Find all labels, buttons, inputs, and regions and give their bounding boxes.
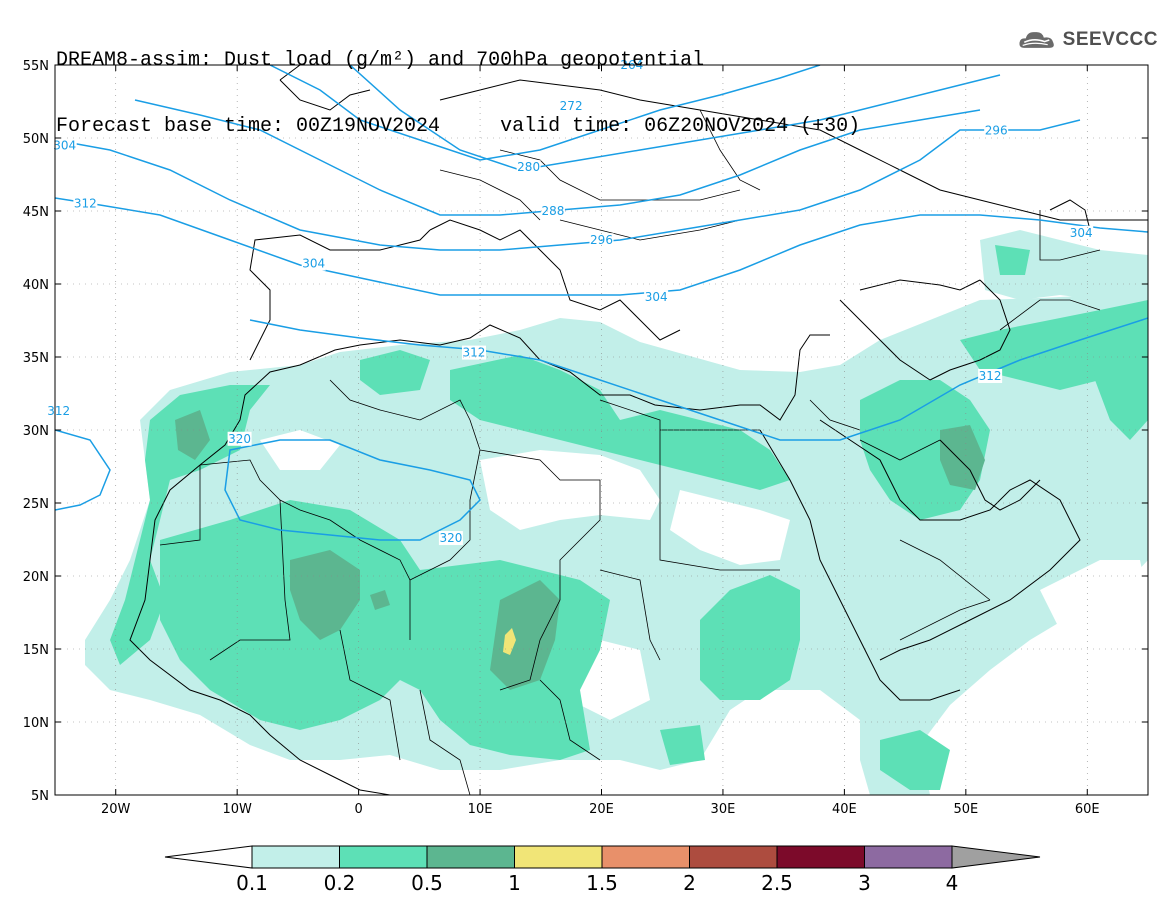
contour-label: 304: [645, 290, 668, 304]
contour-label-bg: [438, 531, 463, 546]
contour-label: 312: [979, 369, 1002, 383]
colorbar-box: [601, 845, 690, 869]
lon-label: 30E: [711, 802, 736, 817]
contour-label: 272: [560, 99, 583, 113]
contour-label: 296: [590, 233, 613, 247]
cloud-logo-icon: [1019, 32, 1054, 48]
contour-label-bg: [461, 345, 486, 360]
dust-shade-high: [503, 628, 516, 655]
lon-label: 10E: [468, 802, 493, 817]
colorbar: 0.1 0.2 0.5 1 1.5 2 2.5 3 4: [164, 845, 1041, 895]
colorbar-over-triangle: [951, 845, 1041, 869]
colorbar-box: [514, 845, 603, 869]
lon-label: 60E: [1075, 802, 1100, 817]
contour-label-bg: [589, 233, 614, 248]
lat-label: 25N: [23, 497, 49, 512]
contour-label: 304: [1070, 226, 1093, 240]
map-title: DREAM8-assim: Dust load (g/m²) and 700hP…: [56, 6, 860, 160]
seevccc-logo: SEEVCCC: [1018, 24, 1158, 56]
colorbar-label: 0.5: [411, 871, 443, 895]
lat-label: 50N: [23, 132, 49, 147]
lat-label: 55N: [23, 59, 49, 74]
colorbar-box: [776, 845, 865, 869]
contour-label: 296: [985, 124, 1008, 138]
lat-label: 10N: [23, 716, 49, 731]
colorbar-label: 0.1: [236, 871, 268, 895]
colorbar-box: [251, 845, 340, 869]
contour-label-bg: [73, 196, 98, 211]
logo-text: SEEVCCC: [1062, 29, 1158, 50]
colorbar-label: 3: [858, 871, 871, 895]
contour-label: 280: [517, 160, 540, 174]
lat-label: 30N: [23, 424, 49, 439]
dust-shade-dark: [175, 410, 985, 690]
contour-label-bg: [984, 123, 1009, 138]
lon-label: 20W: [101, 802, 131, 817]
colorbar-label: 1: [508, 871, 521, 895]
contour-label: 288: [541, 204, 564, 218]
contour-label: 320: [439, 531, 462, 545]
lon-label: 40E: [832, 802, 857, 817]
contour-label: 304: [53, 138, 76, 152]
lon-label: 10W: [222, 802, 252, 817]
contour-label-bg: [301, 256, 326, 271]
contour-label: 312: [47, 404, 70, 418]
contour-label-bg: [52, 138, 77, 153]
lat-label: 15N: [23, 643, 49, 658]
lon-label: 20E: [589, 802, 614, 817]
geopotential-contours: [55, 65, 1148, 541]
title-line-2: Forecast base time: 00Z19NOV2024 valid t…: [56, 115, 861, 138]
colorbar-label: 2.5: [761, 871, 793, 895]
lon-label: 0: [354, 802, 362, 817]
colorbar-label: 2: [683, 871, 696, 895]
lat-label: 35N: [23, 351, 49, 366]
colorbar-under-triangle: [164, 845, 253, 869]
lat-label: 45N: [23, 205, 49, 220]
contour-label: 312: [74, 197, 97, 211]
colorbar-label: 4: [946, 871, 959, 895]
colorbar-label: 1.5: [586, 871, 618, 895]
contour-label-bg: [46, 404, 71, 419]
coastlines: [129, 65, 1148, 795]
lat-label: 5N: [31, 789, 49, 804]
lat-label: 40N: [23, 278, 49, 293]
colorbar-box: [864, 845, 953, 869]
contour-label: 320: [228, 432, 251, 446]
contour-label: 312: [463, 346, 486, 360]
contour-label-bg: [978, 368, 1003, 383]
colorbar-label: 0.2: [324, 871, 356, 895]
contour-label-bg: [1069, 225, 1094, 240]
contour-label-bg: [540, 204, 565, 218]
lon-label: 50E: [953, 802, 978, 817]
colorbar-box: [689, 845, 778, 869]
borders: [159, 109, 1101, 795]
contour-label-bg: [559, 98, 584, 113]
contour-label: 304: [302, 257, 325, 271]
contour-label-bg: [227, 431, 252, 446]
lat-label: 20N: [23, 570, 49, 585]
colorbar-box: [426, 845, 515, 869]
contour-label-bg: [644, 290, 669, 305]
title-line-1: DREAM8-assim: Dust load (g/m²) and 700hP…: [56, 49, 705, 72]
contour-label-bg: [516, 160, 541, 175]
colorbar-box: [339, 845, 428, 869]
